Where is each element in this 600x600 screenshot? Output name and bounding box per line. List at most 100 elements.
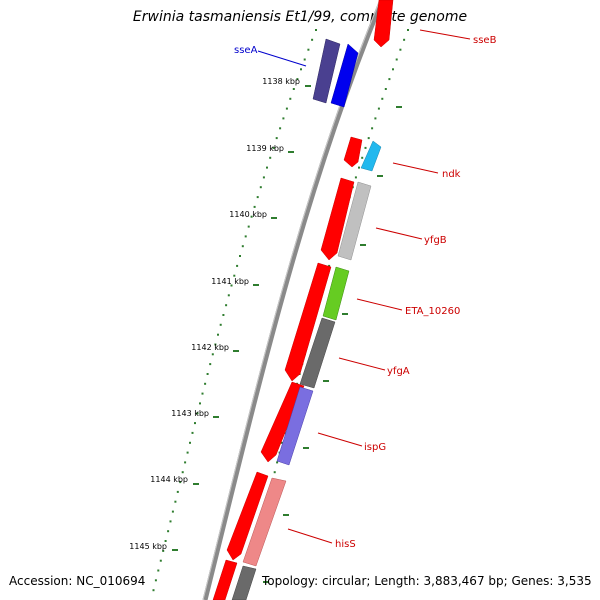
guide-dot xyxy=(262,176,265,179)
guide-dot xyxy=(276,461,279,464)
guide-dot xyxy=(282,117,285,120)
guide-dot xyxy=(407,29,409,31)
ndk-leader xyxy=(392,162,439,174)
guide-dot xyxy=(174,500,177,503)
yfgA-leader xyxy=(338,357,386,371)
scale-label: 1138 kbp xyxy=(262,77,300,86)
guide-dot xyxy=(159,559,162,562)
scale-label: 1144 kbp xyxy=(150,475,188,484)
scale-labels: 1138 kbp 1139 kbp 1140 kbp 1141 kbp 1142… xyxy=(129,77,300,551)
label-leaders xyxy=(257,29,471,544)
gene-ndk-feature[interactable] xyxy=(360,140,382,172)
guide-dot xyxy=(272,146,275,149)
guide-dot xyxy=(179,481,182,484)
guide-dot xyxy=(403,38,406,41)
gene-ETA_10260-feature[interactable] xyxy=(322,266,350,321)
guide-dot xyxy=(199,402,201,405)
scale-ticks xyxy=(172,85,402,583)
cds-feature[interactable] xyxy=(320,177,355,261)
cds-feature[interactable] xyxy=(284,262,332,382)
accession-text: Accession: NC_010694 xyxy=(9,574,146,588)
gene-sseA-highlight-feature[interactable] xyxy=(312,38,341,104)
gene-sseB-feature[interactable] xyxy=(373,0,394,48)
guide-dot xyxy=(399,48,402,51)
guide-dot xyxy=(259,186,262,189)
guide-dot xyxy=(152,589,155,592)
guide-dot xyxy=(206,373,209,375)
guide-dot xyxy=(361,156,364,159)
guide-dot xyxy=(381,97,384,100)
guide-dot xyxy=(296,78,299,81)
hisS-leader xyxy=(287,528,333,544)
guide-dot xyxy=(230,284,233,287)
guide-dot xyxy=(211,353,214,356)
guide-dot xyxy=(371,127,374,130)
gene-label-ETA_10260[interactable]: ETA_10260 xyxy=(405,306,460,317)
guide-dot xyxy=(196,412,199,415)
guide-dot xyxy=(217,333,219,336)
guide-dot xyxy=(241,245,244,248)
gene-hisS-feature[interactable] xyxy=(242,477,287,567)
guide-dot xyxy=(225,304,228,307)
guide-dot xyxy=(247,225,250,228)
sseA-leader xyxy=(257,50,307,67)
gene-label-yfgB[interactable]: yfgB xyxy=(424,235,447,246)
guide-dot xyxy=(219,323,222,326)
cds-feature[interactable] xyxy=(343,136,363,168)
guide-dot xyxy=(176,490,179,493)
guide-dot xyxy=(388,78,391,81)
cds-feature[interactable] xyxy=(212,559,238,600)
gene-label-sseA[interactable]: sseA xyxy=(234,45,258,56)
gene-yfgB-feature[interactable] xyxy=(337,181,372,261)
guide-dot xyxy=(204,382,207,385)
guide-dot xyxy=(191,431,194,434)
gene-label-ndk[interactable]: ndk xyxy=(442,169,461,180)
cds-feature[interactable] xyxy=(226,471,269,561)
guide-dot xyxy=(233,274,236,277)
guide-dot xyxy=(227,294,230,297)
gene-label-yfgA[interactable]: yfgA xyxy=(387,366,410,377)
scale-label: 1143 kbp xyxy=(171,409,209,418)
scale-label: 1139 kbp xyxy=(246,144,284,153)
guide-dot xyxy=(181,471,184,474)
guide-dot xyxy=(358,166,360,169)
guide-dot xyxy=(303,58,306,61)
guide-dot xyxy=(395,58,398,61)
guide-dot xyxy=(315,29,317,31)
guide-dot xyxy=(269,156,272,159)
guide-dot xyxy=(292,88,295,90)
scale-label: 1142 kbp xyxy=(191,343,229,352)
gene-ispG-feature[interactable] xyxy=(276,386,314,466)
dotted-ticks-outer xyxy=(152,29,317,592)
ETA_10260-leader xyxy=(356,298,403,311)
yfgB-leader xyxy=(375,227,423,240)
guide-dot xyxy=(275,137,278,140)
guide-dot xyxy=(171,510,174,513)
guide-dot xyxy=(374,117,377,120)
guide-dot xyxy=(256,196,259,199)
guide-dot xyxy=(311,38,314,41)
guide-dot xyxy=(354,176,357,179)
scale-label: 1141 kbp xyxy=(211,277,249,286)
gene-label-sseB[interactable]: sseB xyxy=(473,35,497,46)
cds-feature[interactable] xyxy=(260,381,305,463)
guide-dot xyxy=(194,422,196,425)
gene-label-hisS[interactable]: hisS xyxy=(335,539,356,550)
guide-dot xyxy=(244,235,247,238)
guide-dot xyxy=(239,255,241,257)
gene-features xyxy=(231,38,382,600)
guide-dot xyxy=(157,569,160,572)
genome-summary-text: Topology: circular; Length: 3,883,467 bp… xyxy=(262,574,592,588)
guide-dot xyxy=(253,205,256,208)
gene-yfgA-feature[interactable] xyxy=(299,317,336,389)
gene-label-ispG[interactable]: ispG xyxy=(364,442,386,453)
guide-dot xyxy=(184,461,187,464)
gene-sseA-feature[interactable] xyxy=(330,43,359,108)
gene-feature[interactable] xyxy=(231,565,257,600)
guide-dot xyxy=(186,451,189,454)
guide-dot xyxy=(250,215,253,218)
ispG-leader xyxy=(317,432,363,447)
guide-dot xyxy=(209,363,212,366)
cds-features xyxy=(212,0,394,600)
guide-dot xyxy=(279,127,282,130)
